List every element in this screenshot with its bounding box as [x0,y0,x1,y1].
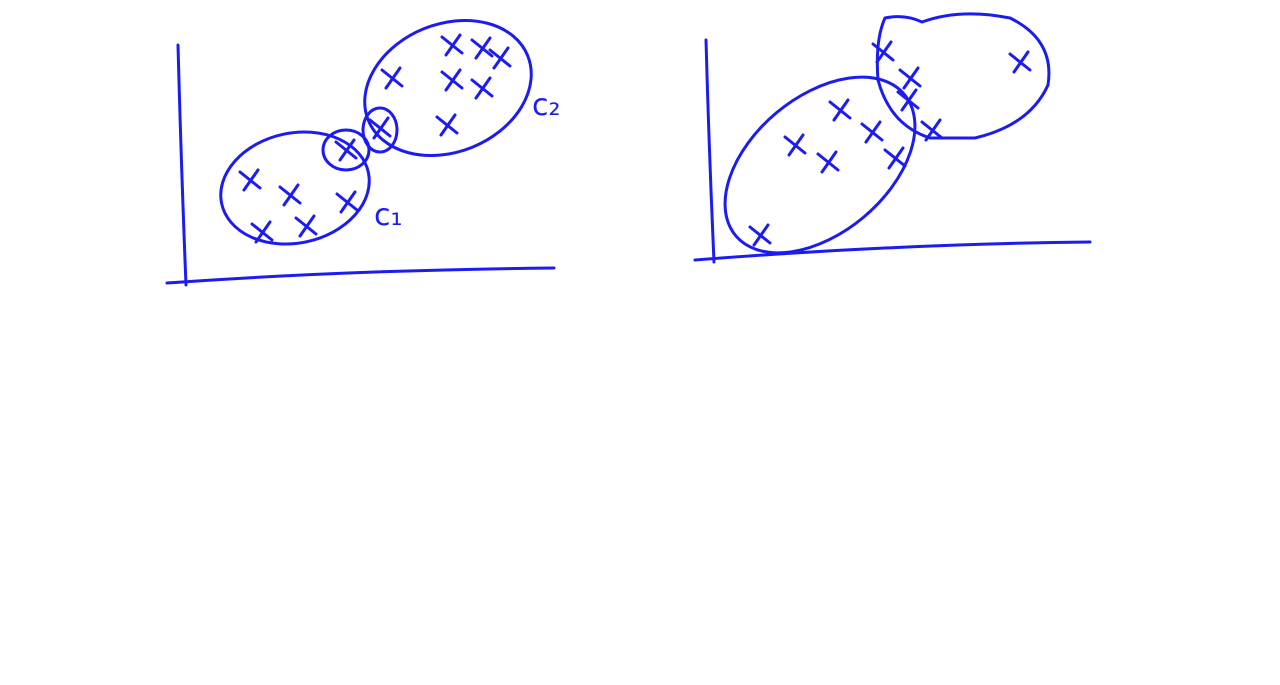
cross-mark [278,183,302,207]
cluster-outline [723,75,917,255]
cross-mark [1008,50,1032,74]
cross-mark [828,98,852,122]
y-axis [176,43,188,287]
cross-mark [898,66,922,90]
cluster-label: c₁ [374,198,403,233]
cross-mark [883,146,907,170]
cross-mark [896,88,920,112]
cross-mark [470,76,494,100]
y-axis [704,38,716,264]
cross-mark [871,40,895,64]
cross-mark [294,214,318,238]
cluster-2-outline [363,18,533,158]
cross-mark [920,118,944,142]
cross-mark [816,150,840,174]
cross-mark [748,223,772,247]
overlap-circle [321,128,371,172]
cross-mark [783,133,807,157]
cross-mark [488,46,512,70]
cross-mark [380,66,404,90]
cross-mark [440,33,464,57]
cross-mark [368,116,392,140]
cluster-outline [875,12,1051,140]
left-sketch: c₂ c₁ [165,18,561,287]
cross-mark [440,68,464,92]
x-axis [693,240,1092,262]
cluster-label: c₂ [532,88,561,123]
overlap-circle [361,106,399,154]
cross-mark [860,120,884,144]
cross-mark [334,138,358,162]
cross-mark [238,168,262,192]
cross-mark [470,36,494,60]
x-axis [165,266,556,285]
cross-mark [250,220,274,244]
cluster-1-outline [219,130,371,246]
right-sketch [693,12,1092,264]
cross-mark [335,190,359,214]
cross-mark [435,113,459,137]
